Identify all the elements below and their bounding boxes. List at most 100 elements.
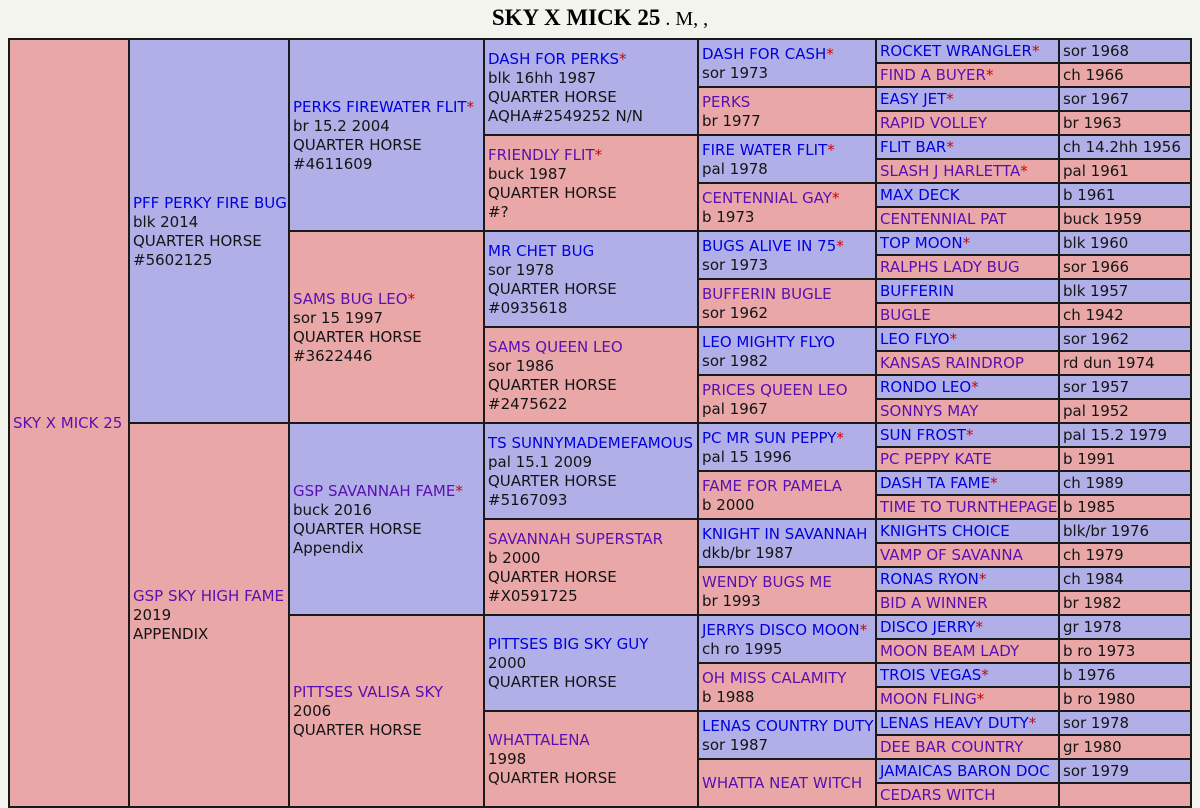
horse-link[interactable]: PC MR SUN PEPPY*: [702, 428, 844, 447]
horse-link[interactable]: RAPID VOLLEY: [880, 114, 988, 132]
horse-link[interactable]: PITTSES VALISA SKY: [293, 683, 443, 701]
horse-link[interactable]: LEO FLYO*: [880, 330, 958, 348]
horse-link[interactable]: RONAS RYON*: [880, 570, 987, 588]
horse-link[interactable]: CENTENNIAL GAY*: [702, 188, 840, 207]
year-cell: ch 14.2hh 1956: [1058, 134, 1192, 160]
horse-link[interactable]: PFF PERKY FIRE BUG: [133, 193, 287, 212]
horse-link[interactable]: CENTENNIAL PAT: [880, 210, 1007, 228]
horse-link[interactable]: FRIENDLY FLIT*: [488, 145, 603, 164]
horse-detail: sor 1987: [702, 735, 769, 754]
horse-link[interactable]: CEDARS WITCH: [880, 786, 996, 804]
year-cell: sor 1978: [1058, 710, 1192, 736]
horse-link[interactable]: WHATTALENA: [488, 731, 590, 749]
horse-detail: QUARTER HORSE: [488, 769, 617, 787]
horse-year: blk 1960: [1063, 234, 1129, 252]
horse-link[interactable]: OH MISS CALAMITY: [702, 668, 847, 687]
horse-link[interactable]: BUFFERIN BUGLE: [702, 284, 832, 303]
pedigree-cell: RAPID VOLLEY: [875, 110, 1060, 136]
horse-link[interactable]: EASY JET*: [880, 90, 954, 108]
horse-link[interactable]: PRICES QUEEN LEO: [702, 380, 848, 399]
subject-horse-suffix: . M, ,: [660, 8, 709, 30]
pedigree-cell: BUGLE: [875, 302, 1060, 328]
horse-link[interactable]: JERRYS DISCO MOON*: [702, 620, 868, 639]
horse-link[interactable]: LEO MIGHTY FLYO: [702, 332, 835, 351]
horse-link[interactable]: VAMP OF SAVANNA: [880, 546, 1023, 564]
horse-link[interactable]: PITTSES BIG SKY GUY: [488, 635, 649, 653]
horse-link[interactable]: PERKS: [702, 92, 751, 111]
horse-link[interactable]: TOP MOON*: [880, 234, 971, 252]
pedigree-cell: KNIGHT IN SAVANNAH dkb/br 1987: [697, 518, 877, 568]
horse-link[interactable]: JAMAICAS BARON DOC: [880, 762, 1050, 780]
pedigree-cell: JERRYS DISCO MOON* ch ro 1995: [697, 614, 877, 664]
horse-year: b ro 1973: [1063, 642, 1136, 660]
horse-link[interactable]: RONDO LEO*: [880, 378, 979, 396]
horse-link[interactable]: DISCO JERRY*: [880, 618, 983, 636]
horse-link[interactable]: BID A WINNER: [880, 594, 988, 612]
horse-link[interactable]: SAVANNAH SUPERSTAR: [488, 529, 664, 548]
horse-link[interactable]: KNIGHT IN SAVANNAH: [702, 524, 868, 543]
horse-link[interactable]: PERKS FIREWATER FLIT*: [293, 97, 475, 116]
pedigree-cell: PITTSES VALISA SKY 2006 QUARTER HORSE: [288, 614, 485, 808]
horse-year: b 1976: [1063, 666, 1116, 684]
horse-link[interactable]: BUFFERIN: [880, 282, 955, 300]
horse-link[interactable]: DASH TA FAME*: [880, 474, 998, 492]
horse-detail: QUARTER HORSE: [488, 279, 617, 298]
horse-detail: QUARTER HORSE: [293, 721, 422, 739]
outcross-star: *: [831, 188, 840, 207]
horse-link[interactable]: FAME FOR PAMELA: [702, 476, 843, 495]
horse-link[interactable]: KANSAS RAINDROP: [880, 354, 1024, 372]
outcross-star: *: [466, 97, 475, 116]
horse-link[interactable]: WENDY BUGS ME: [702, 572, 832, 591]
pedigree-cell: PITTSES BIG SKY GUY 2000 QUARTER HORSE: [483, 614, 699, 712]
outcross-star: *: [976, 690, 985, 708]
horse-link[interactable]: RALPHS LADY BUG: [880, 258, 1020, 276]
horse-link[interactable]: SKY X MICK 25: [13, 414, 123, 432]
pedigree-cell: CEDARS WITCH: [875, 782, 1060, 808]
horse-link[interactable]: LENAS COUNTRY DUTY: [702, 716, 874, 735]
pedigree-cell: LEO MIGHTY FLYO sor 1982: [697, 326, 877, 376]
pedigree-cell: TIME TO TURNTHEPAGE: [875, 494, 1060, 520]
horse-link[interactable]: SAMS BUG LEO*: [293, 289, 416, 308]
horse-link[interactable]: KNIGHTS CHOICE: [880, 522, 1010, 540]
horse-detail: #?: [488, 202, 509, 221]
horse-link[interactable]: MR CHET BUG: [488, 241, 595, 260]
outcross-star: *: [946, 90, 954, 108]
horse-link[interactable]: TIME TO TURNTHEPAGE: [880, 498, 1058, 516]
horse-link[interactable]: TS SUNNYMADEMEFAMOUS: [488, 433, 693, 452]
pedigree-cell: DEE BAR COUNTRY: [875, 734, 1060, 760]
horse-detail: blk 2014: [133, 212, 199, 231]
horse-link[interactable]: LENAS HEAVY DUTY*: [880, 714, 1037, 732]
pedigree-cell: SONNYS MAY: [875, 398, 1060, 424]
year-cell: rd dun 1974: [1058, 350, 1192, 376]
outcross-star: *: [975, 618, 984, 636]
horse-link[interactable]: ROCKET WRANGLER*: [880, 42, 1040, 60]
horse-link[interactable]: FIRE WATER FLIT*: [702, 140, 835, 159]
horse-detail: QUARTER HORSE: [293, 327, 422, 346]
pedigree-cell: PERKS br 1977: [697, 86, 877, 136]
horse-link[interactable]: PC PEPPY KATE: [880, 450, 992, 468]
pedigree-cell: FAME FOR PAMELA b 2000: [697, 470, 877, 520]
horse-link[interactable]: MOON BEAM LADY: [880, 642, 1020, 660]
horse-link[interactable]: SAMS QUEEN LEO: [488, 337, 623, 356]
horse-link[interactable]: SONNYS MAY: [880, 402, 979, 420]
horse-link[interactable]: WHATTA NEAT WITCH: [702, 774, 863, 792]
horse-link[interactable]: GSP SAVANNAH FAME*: [293, 481, 463, 500]
horse-link[interactable]: DEE BAR COUNTRY: [880, 738, 1024, 756]
horse-link[interactable]: DASH FOR PERKS*: [488, 49, 627, 68]
horse-year: blk/br 1976: [1063, 522, 1150, 540]
subject-horse-name: SKY X MICK 25: [491, 5, 661, 30]
pedigree-cell: MOON BEAM LADY: [875, 638, 1060, 664]
horse-link[interactable]: BUGS ALIVE IN 75*: [702, 236, 844, 255]
horse-link[interactable]: BUGLE: [880, 306, 931, 324]
pedigree-cell: TOP MOON*: [875, 230, 1060, 256]
horse-link[interactable]: MOON FLING*: [880, 690, 985, 708]
year-cell: ch 1942: [1058, 302, 1192, 328]
horse-link[interactable]: SLASH J HARLETTA*: [880, 162, 1028, 180]
horse-link[interactable]: SUN FROST*: [880, 426, 974, 444]
horse-link[interactable]: FIND A BUYER*: [880, 66, 994, 84]
horse-link[interactable]: MAX DECK: [880, 186, 960, 204]
horse-link[interactable]: DASH FOR CASH*: [702, 44, 834, 63]
horse-link[interactable]: TROIS VEGAS*: [880, 666, 989, 684]
horse-link[interactable]: GSP SKY HIGH FAME: [133, 587, 285, 605]
horse-link[interactable]: FLIT BAR*: [880, 138, 954, 156]
